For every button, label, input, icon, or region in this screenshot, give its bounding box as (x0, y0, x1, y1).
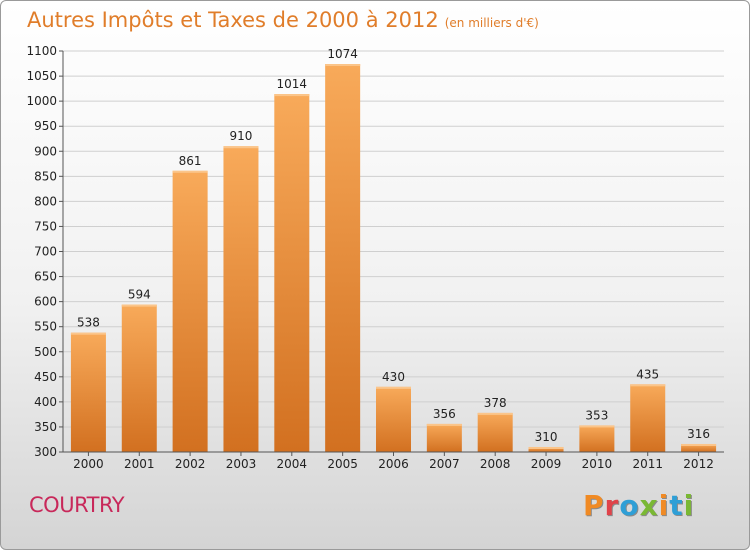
bar-2002 (172, 170, 208, 452)
data-labels: 538 594 861 910 1014 1074 430 356 378 310 353 435 31… (77, 47, 710, 444)
bar-highlight (223, 146, 259, 149)
x-axis-ticks: 2000 2001 2002 2003 2004 2005 2006 2007 2008 2009… (73, 452, 714, 471)
bar-2008 (477, 412, 513, 452)
x-tick-label: 2009 (531, 457, 562, 471)
data-label: 378 (484, 396, 507, 410)
logo-letter: r (604, 489, 620, 522)
bar-highlight (274, 94, 310, 97)
commune-name: COURTRY (29, 493, 125, 517)
x-tick-label: 2007 (429, 457, 460, 471)
x-tick-label: 2011 (632, 457, 663, 471)
bar-2001 (121, 304, 157, 452)
bar-2012 (681, 443, 717, 452)
bar-highlight (579, 425, 615, 428)
data-label: 316 (687, 427, 710, 441)
y-tick-label: 600 (34, 295, 57, 309)
logo-letter: o (619, 489, 640, 522)
bar-highlight (528, 446, 564, 449)
logo-letter: i (658, 489, 670, 522)
x-tick-label: 2005 (327, 457, 358, 471)
y-tick-label: 300 (34, 445, 57, 459)
data-label: 356 (433, 407, 456, 421)
y-tick-label: 900 (34, 144, 57, 158)
y-tick-label: 750 (34, 219, 57, 233)
data-label: 538 (77, 316, 100, 330)
bar-highlight (172, 170, 208, 173)
bar-2000 (70, 332, 106, 452)
x-tick-label: 2002 (175, 457, 206, 471)
x-tick-label: 2012 (683, 457, 714, 471)
y-tick-label: 800 (34, 194, 57, 208)
bar-highlight (376, 386, 411, 389)
y-tick-label: 400 (34, 395, 57, 409)
logo-letter: P (583, 489, 605, 522)
y-tick-label: 550 (34, 320, 57, 334)
y-tick-label: 650 (34, 270, 57, 284)
data-label: 435 (636, 367, 659, 381)
y-tick-label: 350 (34, 420, 57, 434)
data-label: 594 (128, 288, 151, 302)
y-tick-label: 1000 (26, 94, 57, 108)
data-label: 430 (382, 370, 405, 384)
x-tick-label: 2000 (73, 457, 104, 471)
x-tick-label: 2010 (582, 457, 613, 471)
y-tick-label: 950 (34, 119, 57, 133)
data-label: 861 (179, 154, 202, 168)
bar-2005 (325, 64, 361, 452)
data-label: 310 (535, 430, 558, 444)
data-label: 353 (585, 408, 608, 422)
bar-highlight (426, 423, 462, 426)
logo-letter: t (669, 489, 684, 522)
x-tick-label: 2008 (480, 457, 511, 471)
y-axis-ticks: 300 350 400 450 500 550 600 650 700 750 800 850 900 9… (26, 44, 63, 459)
proxiti-logo: Proxiti (583, 489, 694, 522)
bars (70, 64, 717, 453)
bar-highlight (477, 412, 513, 415)
bar-2011 (630, 384, 666, 452)
data-label: 910 (230, 129, 253, 143)
bar-highlight (70, 332, 106, 335)
chart-title: Autres Impôts et Taxes de 2000 à 2012 (en… (27, 8, 539, 32)
y-tick-label: 1050 (26, 69, 57, 83)
y-tick-label: 450 (34, 370, 57, 384)
data-label: 1014 (277, 77, 308, 91)
bar-2003 (223, 146, 259, 453)
x-tick-label: 2006 (378, 457, 409, 471)
bar-highlight (121, 304, 157, 307)
x-tick-label: 2003 (226, 457, 257, 471)
x-tick-label: 2001 (124, 457, 155, 471)
x-tick-label: 2004 (277, 457, 308, 471)
bar-highlight (630, 384, 666, 387)
bar-2006 (376, 386, 411, 452)
bar-2007 (426, 423, 462, 452)
y-tick-label: 850 (34, 169, 57, 183)
title-text: Autres Impôts et Taxes de 2000 à 2012 (27, 8, 439, 32)
y-tick-label: 700 (34, 245, 57, 259)
y-tick-label: 1100 (26, 44, 57, 58)
bar-2004 (274, 94, 310, 453)
bar-2010 (579, 425, 615, 452)
logo-letter: x (639, 489, 659, 522)
bar-highlight (325, 64, 361, 67)
data-label: 1074 (327, 47, 358, 61)
logo-letter: i (683, 489, 695, 522)
bar-highlight (681, 443, 717, 446)
bar-2009 (528, 446, 564, 452)
unit-subtitle: (en milliers d'€) (444, 16, 539, 30)
y-tick-label: 500 (34, 345, 57, 359)
